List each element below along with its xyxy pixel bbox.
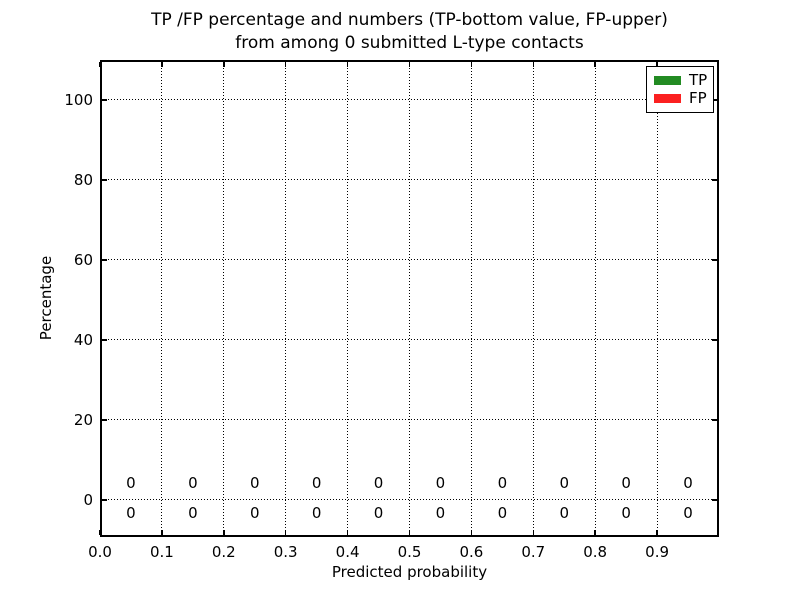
x-tick-bottom: [223, 530, 225, 535]
chart-title: TP /FP percentage and numbers (TP-bottom…: [100, 9, 719, 55]
y-tick-right: [712, 99, 717, 101]
y-tick-left: [102, 339, 107, 341]
legend-entry-tp: TP: [654, 71, 710, 89]
x-tick-label: 0.3: [273, 543, 298, 561]
y-tick-label: 80: [73, 170, 93, 189]
x-tick-top: [594, 62, 596, 67]
x-tick-top: [161, 62, 163, 67]
fp-count-label: 0: [621, 474, 631, 492]
x-gridline: [532, 62, 534, 535]
x-tick-top: [346, 62, 349, 67]
fp-count-label: 0: [683, 474, 693, 492]
fp-count-label: 0: [435, 474, 446, 492]
x-tick-bottom: [656, 530, 658, 535]
chart-title-line2: from among 0 submitted L-type contacts: [235, 33, 584, 53]
tp-count-label: 0: [373, 504, 384, 522]
y-tick-label: 0: [83, 490, 93, 509]
x-tick-label: 0.8: [583, 543, 608, 561]
x-tick-top: [656, 62, 658, 67]
x-tick-bottom: [99, 530, 101, 535]
x-gridline: [347, 62, 349, 535]
y-tick-left: [102, 179, 107, 181]
y-tick-left: [102, 259, 107, 261]
x-gridline: [409, 62, 410, 535]
tp-count-label: 0: [621, 504, 631, 522]
x-gridline: [223, 62, 225, 535]
legend-swatch-tp: [654, 75, 681, 85]
x-tick-top: [284, 62, 287, 67]
x-tick-top: [223, 62, 225, 67]
y-tick-right: [712, 259, 717, 261]
x-tick-label: 0.1: [149, 543, 174, 561]
legend-entry-fp: FP: [654, 89, 710, 107]
x-gridline: [161, 62, 163, 535]
y-tick-left: [102, 99, 107, 101]
x-tick-label: 0.6: [459, 543, 484, 561]
y-tick-label: 40: [73, 330, 93, 349]
fp-count-label: 0: [373, 474, 384, 492]
y-tick-right: [712, 339, 717, 341]
tp-count-label: 0: [435, 504, 446, 522]
x-tick-top: [408, 62, 411, 67]
x-gridline: [470, 62, 472, 535]
x-tick-top: [99, 62, 101, 67]
y-tick-label: 20: [73, 410, 93, 429]
x-tick-bottom: [594, 530, 596, 535]
tp-count-label: 0: [249, 504, 260, 522]
tp-count-label: 0: [188, 504, 198, 522]
legend-swatch-fp: [654, 93, 681, 103]
legend-label-tp: TP: [689, 71, 708, 89]
x-tick-bottom: [532, 530, 535, 535]
fp-count-label: 0: [559, 474, 570, 492]
fp-count-label: 0: [188, 474, 198, 492]
tp-count-label: 0: [311, 504, 322, 522]
y-tick-left: [102, 499, 107, 501]
x-tick-top: [532, 62, 535, 67]
y-tick-right: [712, 179, 717, 181]
tp-count-label: 0: [497, 504, 508, 522]
x-tick-bottom: [161, 530, 163, 535]
fp-count-label: 0: [497, 474, 508, 492]
tp-count-label: 0: [683, 504, 693, 522]
x-tick-top: [470, 62, 473, 67]
chart-title-line1: TP /FP percentage and numbers (TP-bottom…: [151, 10, 668, 30]
y-tick-right: [712, 499, 717, 501]
legend: TP FP: [646, 66, 714, 113]
legend-label-fp: FP: [689, 89, 707, 107]
x-tick-bottom: [470, 530, 473, 535]
fp-count-label: 0: [126, 474, 136, 492]
x-tick-label: 0.9: [645, 543, 670, 561]
x-gridline: [656, 62, 658, 535]
fp-count-label: 0: [249, 474, 260, 492]
x-tick-bottom: [284, 530, 287, 535]
x-gridline: [594, 62, 596, 535]
x-tick-label: 0.0: [88, 543, 112, 561]
x-tick-label: 0.2: [211, 543, 236, 561]
tp-count-label: 0: [126, 504, 136, 522]
x-tick-bottom: [408, 530, 411, 535]
y-tick-label: 60: [73, 250, 93, 269]
x-gridline: [285, 62, 287, 535]
x-tick-label: 0.4: [335, 543, 360, 561]
fp-count-label: 0: [311, 474, 322, 492]
y-tick-right: [712, 419, 717, 421]
x-tick-bottom: [346, 530, 349, 535]
y-tick-label: 100: [64, 90, 93, 109]
tp-count-label: 0: [559, 504, 570, 522]
x-axis-label: Predicted probability: [331, 563, 488, 581]
y-tick-left: [102, 419, 107, 421]
x-tick-label: 0.5: [397, 543, 422, 561]
x-tick-label: 0.7: [521, 543, 546, 561]
